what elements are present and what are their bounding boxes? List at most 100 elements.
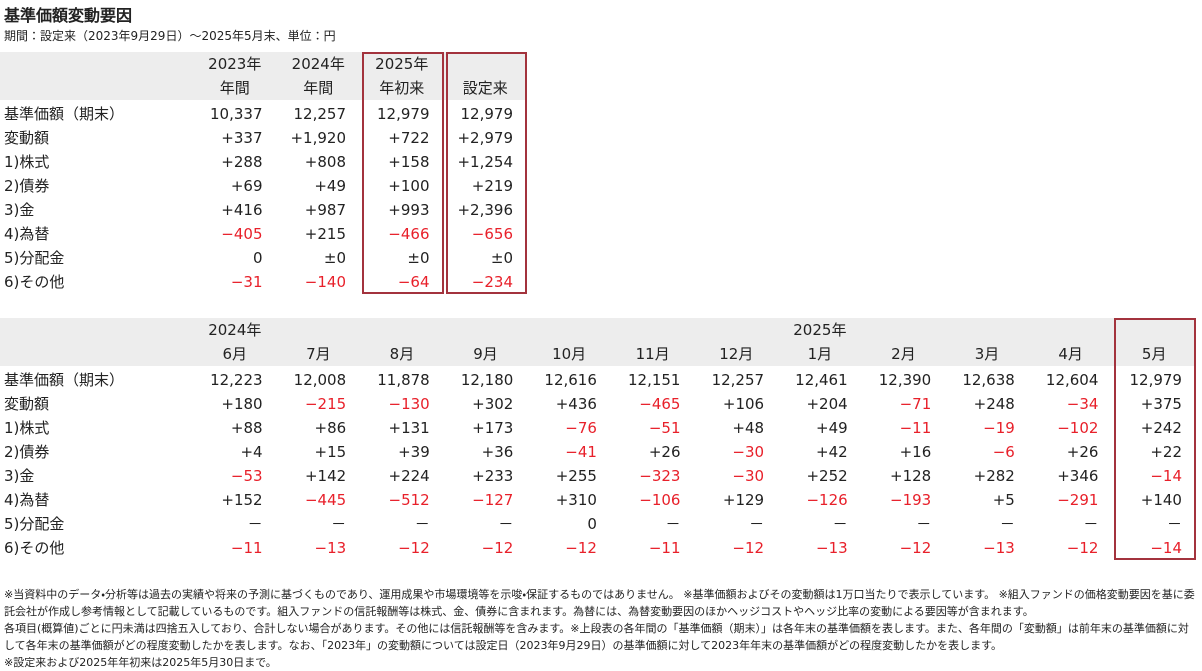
row-label: 3)金 bbox=[4, 467, 35, 485]
cell: 12,257 bbox=[293, 105, 347, 123]
row-label: 3)金 bbox=[4, 201, 35, 219]
month-label: 3月 bbox=[974, 345, 1000, 363]
cell: +131 bbox=[388, 419, 430, 437]
cell: −13 bbox=[983, 539, 1015, 557]
cell: +436 bbox=[555, 395, 597, 413]
cell: － bbox=[1083, 515, 1099, 533]
row-label: 1)株式 bbox=[4, 419, 50, 437]
cell: +4 bbox=[240, 443, 263, 461]
cell: −12 bbox=[899, 539, 932, 557]
cell: +337 bbox=[221, 129, 263, 147]
cell: −445 bbox=[304, 491, 347, 509]
column-year: 2023年 bbox=[208, 55, 262, 73]
cell: −12 bbox=[398, 539, 430, 557]
row-label: 6)その他 bbox=[4, 539, 65, 557]
cell: −53 bbox=[230, 467, 263, 485]
cell: +5 bbox=[992, 491, 1015, 509]
cell: +173 bbox=[472, 419, 514, 437]
cell: － bbox=[832, 515, 848, 533]
month-label: 11月 bbox=[635, 345, 670, 363]
cell: −126 bbox=[806, 491, 848, 509]
cell: −12 bbox=[565, 539, 597, 557]
header-bg bbox=[0, 318, 1196, 366]
row-label: 6)その他 bbox=[4, 273, 65, 291]
cell: +288 bbox=[221, 153, 263, 171]
month-label: 4月 bbox=[1058, 345, 1083, 363]
cell: −19 bbox=[983, 419, 1015, 437]
row-label: 基準価額（期末） bbox=[4, 105, 125, 123]
cell: +302 bbox=[472, 395, 514, 413]
cell: −13 bbox=[314, 539, 347, 557]
cell: +993 bbox=[388, 201, 430, 219]
cell: ±0 bbox=[323, 249, 346, 267]
cell: −34 bbox=[1066, 395, 1099, 413]
cell: +180 bbox=[221, 395, 263, 413]
cell: － bbox=[1166, 515, 1182, 533]
month-label: 2月 bbox=[891, 345, 916, 363]
cell: 12,616 bbox=[544, 371, 597, 389]
cell: +86 bbox=[314, 419, 347, 437]
cell: +88 bbox=[230, 419, 263, 437]
cell: +252 bbox=[806, 467, 848, 485]
cell: −41 bbox=[565, 443, 597, 461]
cell: 12,180 bbox=[460, 371, 514, 389]
cell: 0 bbox=[587, 515, 597, 533]
row-label: 1)株式 bbox=[4, 153, 50, 171]
cell: +42 bbox=[816, 443, 848, 461]
note: ※設定来および2025年年初来は2025年5月30日まで。 bbox=[4, 656, 277, 669]
cell: −140 bbox=[304, 273, 346, 291]
cell: ±0 bbox=[490, 249, 513, 267]
cell: +69 bbox=[230, 177, 263, 195]
cell: +26 bbox=[1066, 443, 1099, 461]
cell: −14 bbox=[1150, 539, 1182, 557]
cell: +219 bbox=[471, 177, 513, 195]
cell: +140 bbox=[1140, 491, 1182, 509]
cell: −31 bbox=[230, 273, 263, 291]
cell: 12,638 bbox=[962, 371, 1015, 389]
cell: +416 bbox=[221, 201, 263, 219]
cell: +224 bbox=[388, 467, 430, 485]
cell: － bbox=[331, 515, 347, 533]
cell: −14 bbox=[1150, 467, 1182, 485]
cell: 12,257 bbox=[711, 371, 765, 389]
note: ※当資料中のデータ・分析等は過去の実績や将来の予測に基づくものであり、運用成果や… bbox=[4, 588, 1195, 618]
cell: +204 bbox=[806, 395, 848, 413]
cell: −405 bbox=[221, 225, 263, 243]
cell: +346 bbox=[1057, 467, 1099, 485]
cell: +2,979 bbox=[457, 129, 513, 147]
month-label: 8月 bbox=[389, 345, 415, 363]
cell: － bbox=[749, 515, 765, 533]
cell: −466 bbox=[388, 225, 430, 243]
cell: 12,979 bbox=[377, 105, 430, 123]
row-label: 基準価額（期末） bbox=[4, 371, 125, 389]
cell: −71 bbox=[899, 395, 932, 413]
cell: −512 bbox=[388, 491, 430, 509]
cell: +152 bbox=[221, 491, 263, 509]
cell: +129 bbox=[722, 491, 765, 509]
cell: −465 bbox=[639, 395, 681, 413]
cell: +1,920 bbox=[290, 129, 346, 147]
cell: +49 bbox=[816, 419, 848, 437]
column-label: 年初来 bbox=[379, 79, 425, 97]
cell: +22 bbox=[1150, 443, 1182, 461]
cell: −12 bbox=[732, 539, 765, 557]
row-label: 5)分配金 bbox=[4, 515, 65, 533]
cell: +987 bbox=[304, 201, 346, 219]
notes: ※当資料中のデータ・分析等は過去の実績や将来の予測に基づくものであり、運用成果や… bbox=[4, 586, 1198, 671]
cell: −6 bbox=[992, 443, 1015, 461]
cell: － bbox=[916, 515, 932, 533]
month-label: 9月 bbox=[473, 345, 498, 363]
cell: −13 bbox=[816, 539, 848, 557]
cell: 12,604 bbox=[1045, 371, 1099, 389]
column-label: 年間 bbox=[219, 79, 250, 97]
cell: ±0 bbox=[407, 249, 430, 267]
cell: −51 bbox=[648, 419, 681, 437]
cell: +722 bbox=[388, 129, 430, 147]
cell: −130 bbox=[388, 395, 430, 413]
cell: － bbox=[999, 515, 1015, 533]
cell: +106 bbox=[722, 395, 765, 413]
highlight-box bbox=[1114, 318, 1196, 560]
cell: −193 bbox=[890, 491, 932, 509]
month-label: 6月 bbox=[222, 345, 248, 363]
